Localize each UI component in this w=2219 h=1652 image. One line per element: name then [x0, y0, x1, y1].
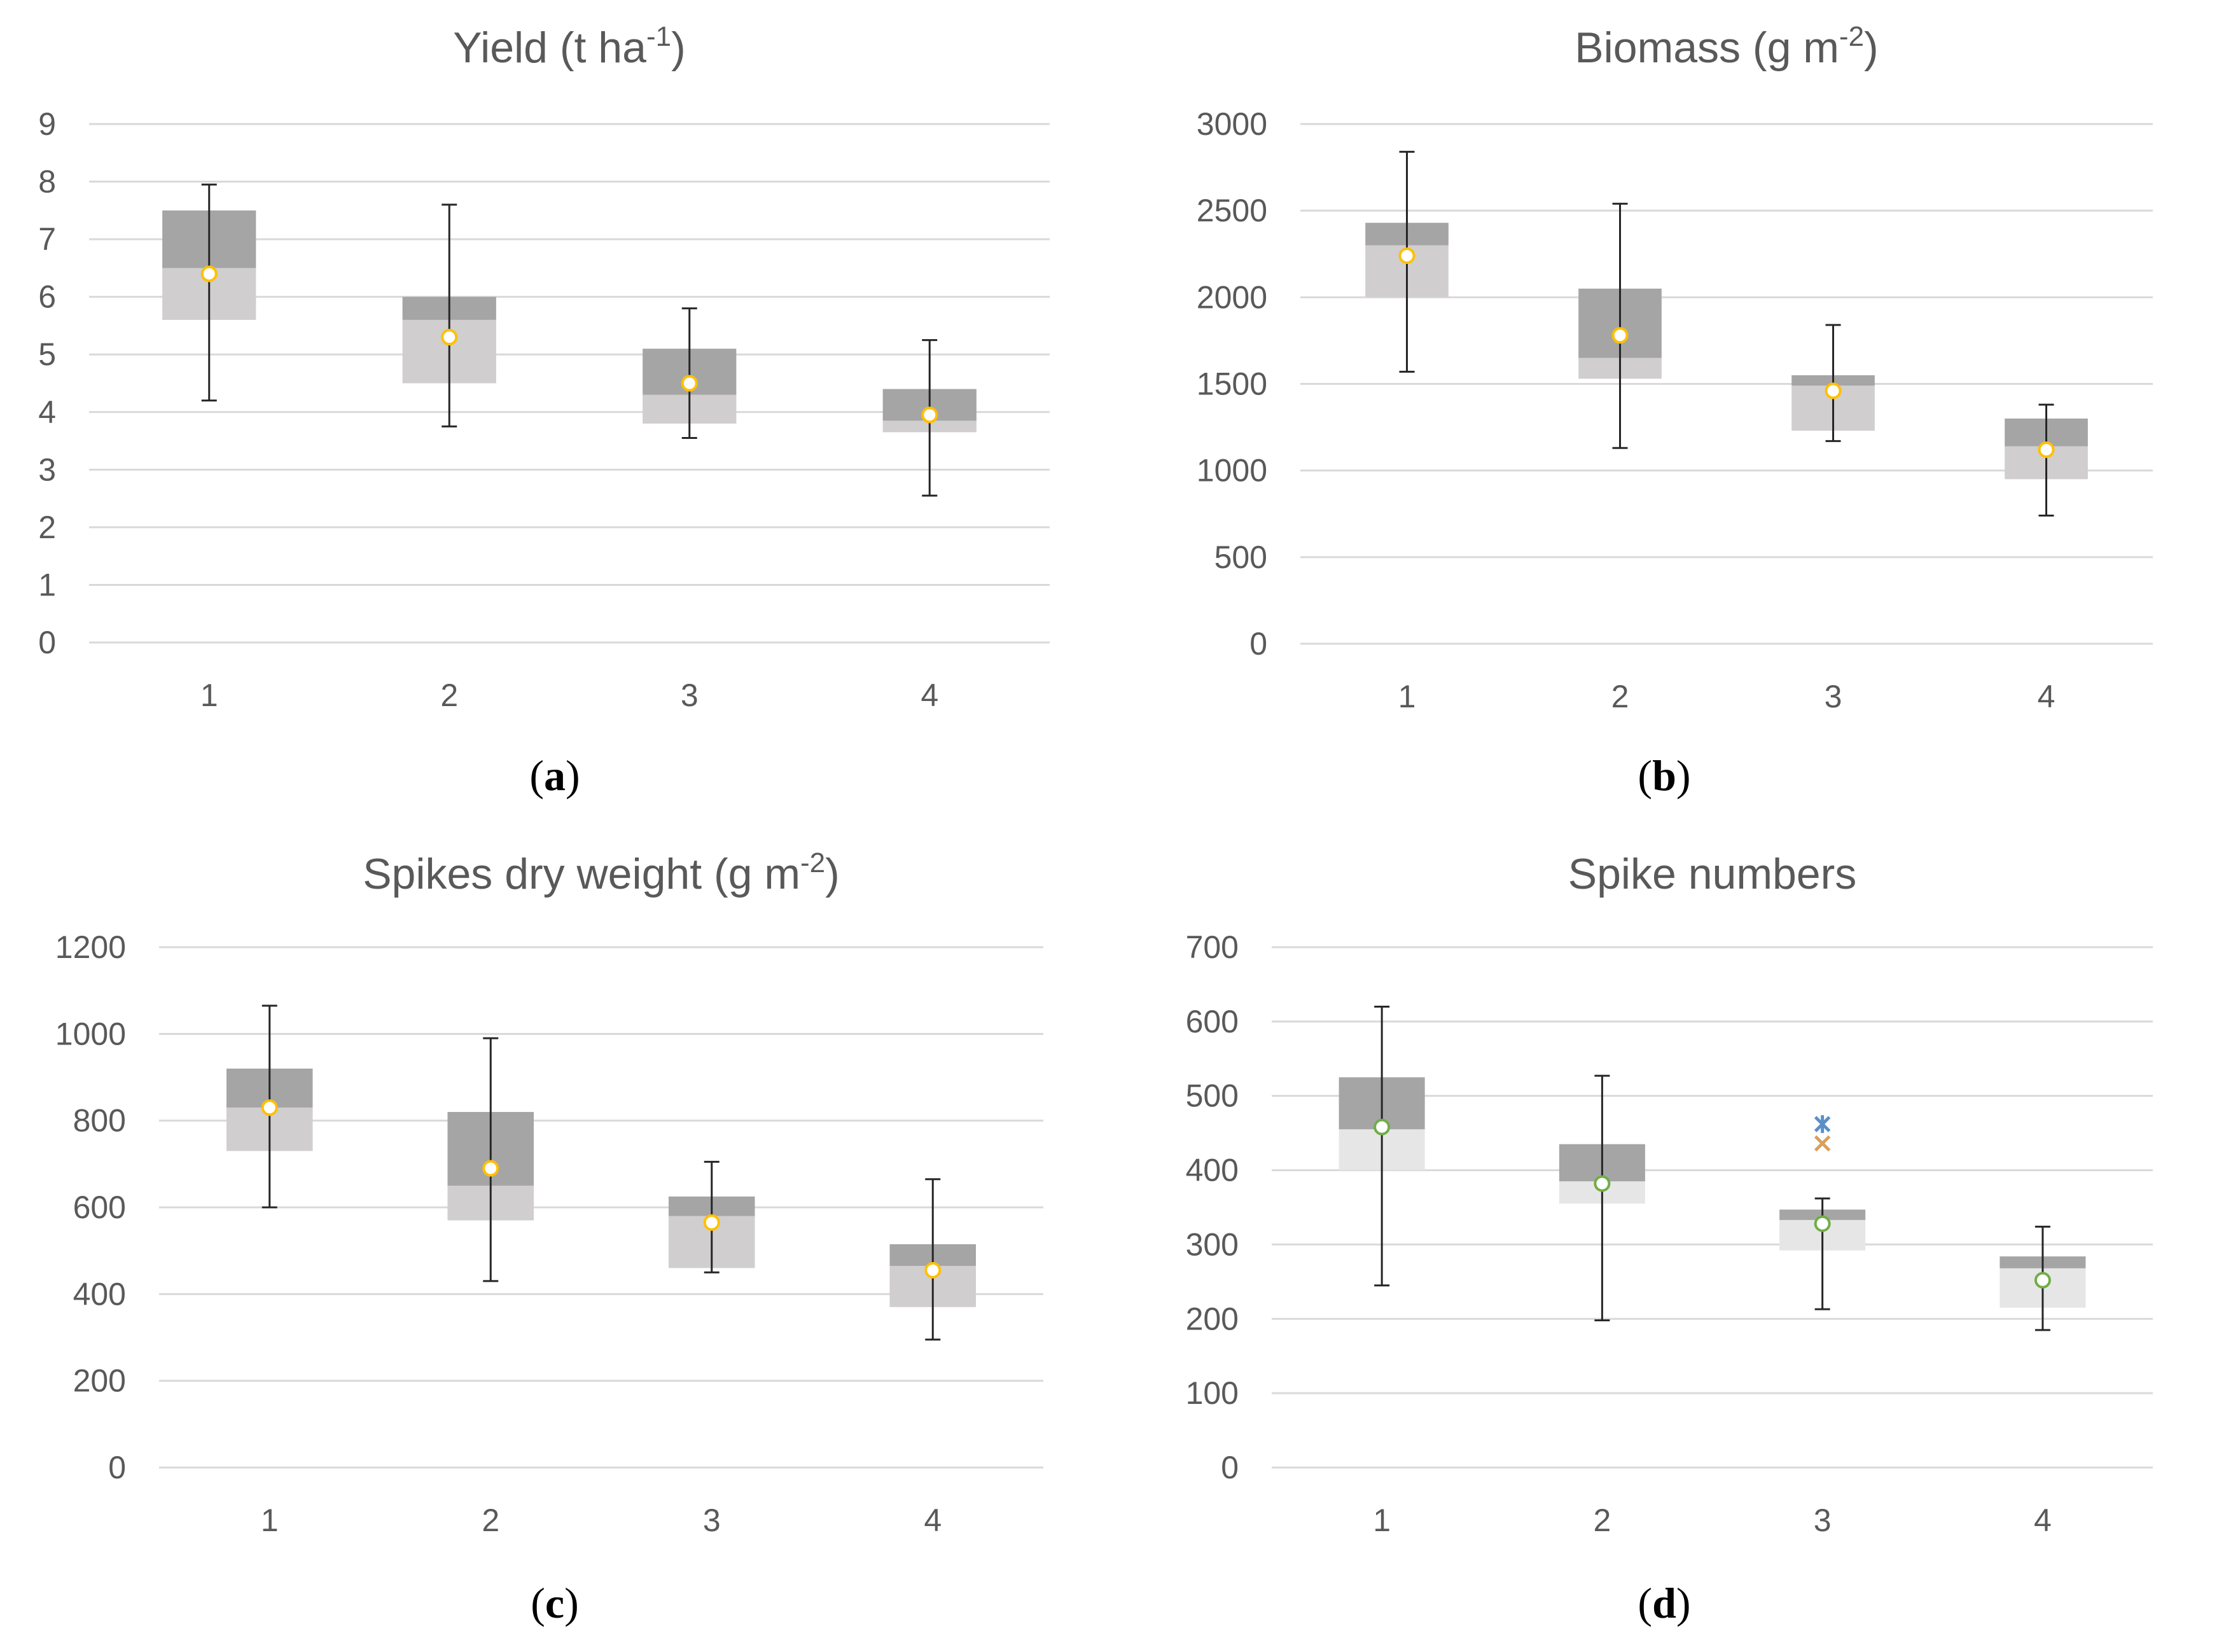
mean-marker: [482, 1160, 499, 1177]
mean-marker: [1374, 1118, 1391, 1135]
panel-b: Biomass (g m-2) 0 500 1000 1500 2000 2500 3000 1…: [1110, 0, 2219, 826]
panel-c: Spikes dry weight (g m-2) 0 200 400 600 800 10…: [0, 826, 1110, 1652]
mean-marker: [1825, 382, 1842, 399]
panel-label-a: (a): [529, 751, 580, 800]
outlier-stroke: [1814, 1135, 1831, 1152]
x-tick-label: 1: [200, 677, 218, 713]
y-tick-label: 0: [1221, 1450, 1239, 1485]
mean-marker: [924, 1261, 942, 1279]
mean-marker: [441, 329, 458, 346]
y-tick-label: 400: [1186, 1153, 1239, 1188]
y-tick-label: 9: [38, 106, 56, 142]
y-tick-label: 2: [38, 510, 56, 545]
outlier-star: [1814, 1115, 1831, 1134]
chart-a-svg: Yield (t ha-1) 0 1 2 3 4 5 6 7 8 9 1 2 3 4: [38, 21, 1050, 713]
y-tick-label: 0: [38, 625, 56, 660]
chart-d-svg: Spike numbers 0 100 200 300 400 500 600 700 1 2 3 4: [1186, 850, 2153, 1538]
x-tick-label: 2: [440, 677, 458, 713]
x-tick-label: 2: [1611, 679, 1629, 714]
y-tick-label: 1: [38, 567, 56, 602]
y-tick-label: 400: [73, 1276, 126, 1312]
x-tick-label: 2: [482, 1503, 499, 1538]
y-tick-label: 1000: [1197, 453, 1267, 489]
panel-label-d: (d): [1638, 1579, 1691, 1627]
x-tick-label: 1: [1373, 1503, 1391, 1538]
x-tick-label: 2: [1593, 1503, 1611, 1538]
panel-label-b: (b): [1638, 751, 1691, 800]
y-tick-label: 2500: [1197, 193, 1267, 228]
x-tick-label: 3: [681, 677, 699, 713]
mean-marker: [1594, 1175, 1611, 1192]
mean-marker: [1398, 247, 1416, 264]
x-tick-label: 4: [2034, 1503, 2052, 1538]
y-tick-label: 200: [73, 1363, 126, 1399]
y-tick-label: 6: [38, 279, 56, 315]
chart-title: Biomass (g m-2): [1575, 21, 1878, 72]
y-tick-label: 1200: [55, 929, 126, 965]
mean-marker: [921, 406, 938, 424]
mean-marker: [261, 1099, 278, 1116]
mean-marker: [200, 265, 218, 282]
x-tick-label: 3: [1814, 1503, 1832, 1538]
outlier-x: [1814, 1135, 1831, 1152]
y-tick-label: 300: [1186, 1226, 1239, 1262]
y-tick-label: 600: [1186, 1004, 1239, 1039]
x-tick-label: 3: [703, 1503, 721, 1538]
panel-a: Yield (t ha-1) 0 1 2 3 4 5 6 7 8 9 1 2 3 4 (a): [0, 0, 1110, 826]
mean-marker: [681, 375, 698, 392]
mean-marker: [2038, 441, 2055, 458]
x-tick-label: 4: [924, 1503, 942, 1538]
y-tick-label: 500: [1186, 1078, 1239, 1114]
x-tick-label: 1: [261, 1503, 279, 1538]
mean-marker: [2034, 1272, 2051, 1289]
y-tick-label: 500: [1214, 539, 1267, 575]
mean-marker: [703, 1214, 720, 1231]
y-tick-label: 0: [108, 1450, 126, 1485]
chart-title: Spike numbers: [1568, 850, 1857, 898]
y-tick-label: 1500: [1197, 366, 1267, 402]
chart-c-svg: Spikes dry weight (g m-2) 0 200 400 600 800 10…: [55, 847, 1043, 1538]
y-tick-label: 100: [1186, 1375, 1239, 1411]
y-tick-label: 800: [73, 1103, 126, 1139]
x-tick-label: 4: [921, 677, 938, 713]
y-tick-label: 8: [38, 164, 56, 200]
y-tick-label: 600: [73, 1190, 126, 1225]
y-tick-label: 3000: [1197, 106, 1267, 142]
x-tick-label: 4: [2038, 679, 2056, 714]
chart-title: Spikes dry weight (g m-2): [363, 847, 840, 898]
x-tick-label: 1: [1398, 679, 1416, 714]
y-tick-label: 3: [38, 452, 56, 487]
x-tick-label: 3: [1825, 679, 1842, 714]
y-tick-label: 7: [38, 221, 56, 257]
y-tick-label: 4: [38, 394, 56, 430]
mean-marker: [1814, 1215, 1831, 1232]
panel-label-c: (c): [531, 1579, 579, 1627]
mean-marker: [1611, 327, 1629, 344]
chart-b-svg: Biomass (g m-2) 0 500 1000 1500 2000 2500 3000 1…: [1197, 21, 2153, 714]
chart-title: Yield (t ha-1): [453, 21, 685, 72]
y-tick-label: 700: [1186, 929, 1239, 965]
y-tick-label: 2000: [1197, 279, 1267, 315]
y-tick-label: 1000: [55, 1016, 126, 1052]
panel-d: Spike numbers 0 100 200 300 400 500 600 700 1 2 3 4 …: [1110, 826, 2219, 1652]
y-tick-label: 0: [1249, 626, 1267, 662]
y-tick-label: 200: [1186, 1301, 1239, 1336]
y-tick-label: 5: [38, 337, 56, 372]
